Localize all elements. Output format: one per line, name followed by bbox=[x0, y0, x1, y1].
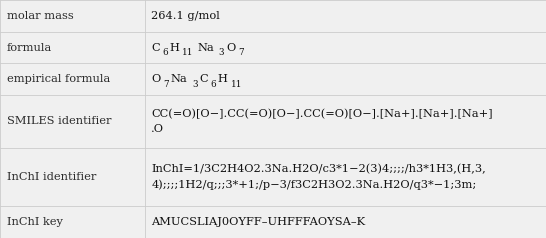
Text: 7: 7 bbox=[163, 79, 169, 89]
Text: InChI identifier: InChI identifier bbox=[7, 172, 96, 182]
Text: Na: Na bbox=[197, 43, 214, 53]
Text: C: C bbox=[151, 43, 160, 53]
Text: formula: formula bbox=[7, 43, 52, 53]
Text: AMUCSLIAJ0OYFF–UHFFFAOYSA–K: AMUCSLIAJ0OYFF–UHFFFAOYSA–K bbox=[151, 217, 365, 227]
Text: Na: Na bbox=[170, 74, 187, 84]
Text: H: H bbox=[170, 43, 180, 53]
Text: empirical formula: empirical formula bbox=[7, 74, 110, 84]
Text: C: C bbox=[199, 74, 208, 84]
Text: 11: 11 bbox=[230, 79, 242, 89]
Text: CC(=O)[O−].CC(=O)[O−].CC(=O)[O−].[Na+].[Na+].[Na+]: CC(=O)[O−].CC(=O)[O−].CC(=O)[O−].[Na+].[… bbox=[151, 109, 493, 119]
Text: 7: 7 bbox=[238, 48, 244, 57]
Text: 3: 3 bbox=[219, 48, 224, 57]
Text: 11: 11 bbox=[182, 48, 194, 57]
Text: 4);;;;1H2/q;;;3*+1;/p−3/f3C2H3O2.3Na.H2O/q3*−1;3m;: 4);;;;1H2/q;;;3*+1;/p−3/f3C2H3O2.3Na.H2O… bbox=[151, 180, 477, 190]
Text: 6: 6 bbox=[210, 79, 216, 89]
Text: 264.1 g/mol: 264.1 g/mol bbox=[151, 11, 220, 21]
Text: H: H bbox=[218, 74, 228, 84]
Text: molar mass: molar mass bbox=[7, 11, 73, 21]
Text: 6: 6 bbox=[162, 48, 168, 57]
Text: O: O bbox=[151, 74, 161, 84]
Text: SMILES identifier: SMILES identifier bbox=[7, 116, 111, 126]
Text: O: O bbox=[226, 43, 235, 53]
Text: InChI=1/3C2H4O2.3Na.H2O/c3*1−2(3)4;;;;/h3*1H3,(H,3,: InChI=1/3C2H4O2.3Na.H2O/c3*1−2(3)4;;;;/h… bbox=[151, 164, 486, 174]
Text: 3: 3 bbox=[192, 79, 198, 89]
Text: InChI key: InChI key bbox=[7, 217, 62, 227]
Text: .O: .O bbox=[151, 124, 164, 134]
